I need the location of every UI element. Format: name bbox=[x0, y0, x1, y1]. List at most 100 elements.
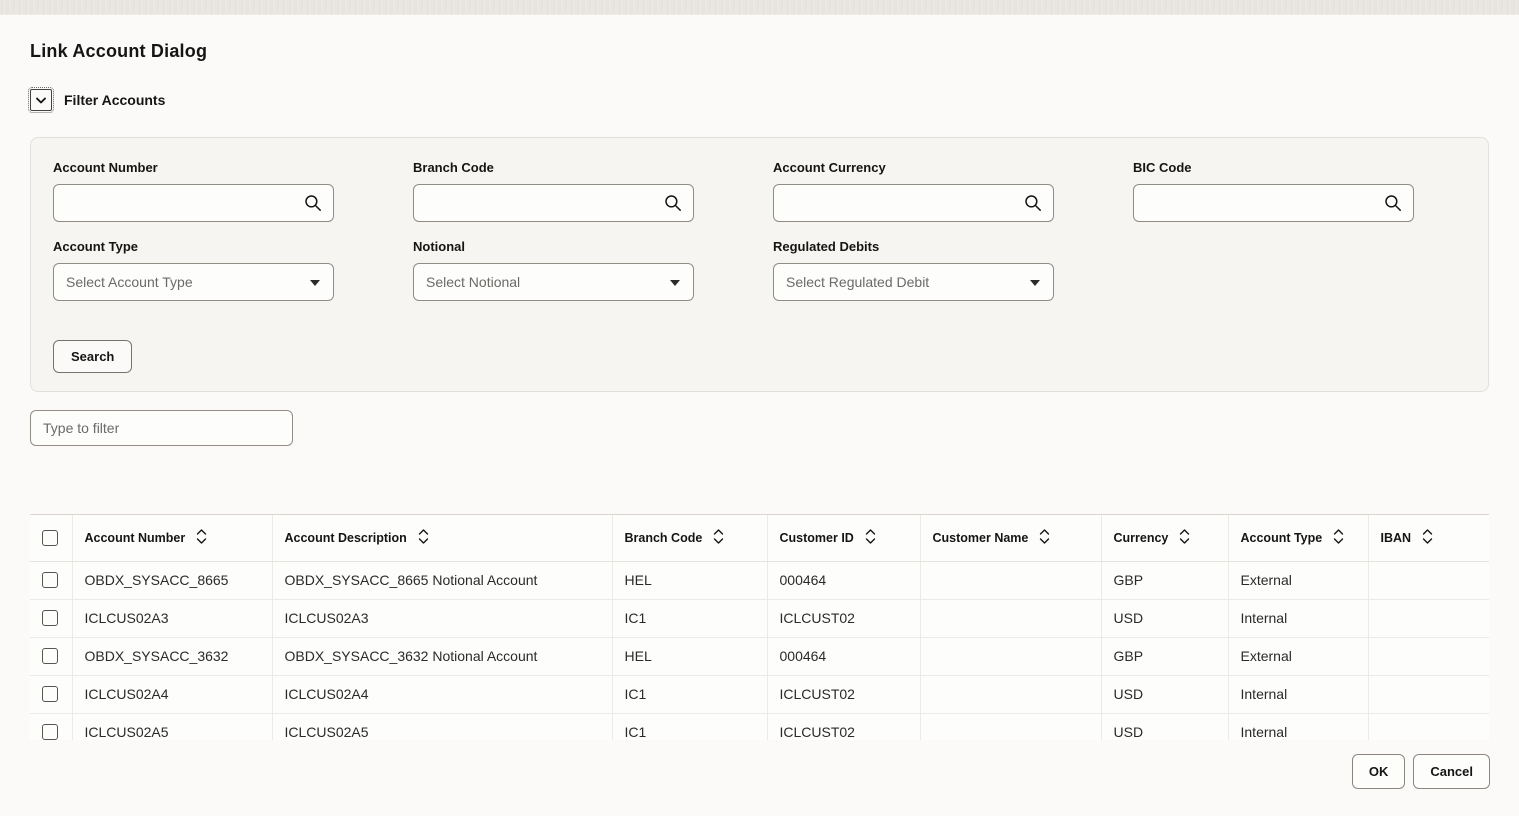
column-header-label: Branch Code bbox=[624, 530, 703, 545]
cell-iban bbox=[1368, 561, 1489, 600]
regulated-debits-label: Regulated Debits bbox=[773, 239, 880, 254]
caret-down-icon bbox=[670, 280, 680, 286]
regulated-debits-select[interactable]: Select Regulated Debit bbox=[773, 263, 1054, 301]
cell-account-number: OBDX_SYSACC_8665 bbox=[72, 561, 273, 600]
notional-select-value: Select Notional bbox=[426, 274, 521, 290]
bic-code-input[interactable] bbox=[1133, 184, 1414, 222]
cell-customer-name bbox=[920, 561, 1102, 600]
row-select-cell bbox=[30, 713, 73, 740]
row-select-cell bbox=[30, 599, 73, 638]
filter-section-label: Filter Accounts bbox=[64, 92, 166, 108]
cell-iban bbox=[1368, 713, 1489, 740]
cell-account-description: ICLCUS02A5 bbox=[272, 713, 613, 740]
column-header-customer-name[interactable]: Customer Name bbox=[920, 515, 1102, 562]
column-header-label: Account Number bbox=[84, 530, 186, 545]
filter-accounts-section-header: Filter Accounts bbox=[28, 87, 166, 113]
table-header-row: Account Number Account Description Branch … bbox=[30, 515, 1489, 562]
cancel-button[interactable]: Cancel bbox=[1413, 754, 1490, 789]
column-header-label: Account Type bbox=[1240, 530, 1323, 545]
cell-account-type: External bbox=[1228, 637, 1369, 676]
column-header-label: IBAN bbox=[1380, 530, 1412, 545]
table-row: OBDX_SYSACC_8665 OBDX_SYSACC_8665 Notiona… bbox=[30, 561, 1489, 600]
column-header-label: Customer ID bbox=[779, 530, 854, 545]
filter-row-1: Account Number Branch Code Account Curre… bbox=[53, 160, 1488, 222]
account-currency-field: Account Currency bbox=[773, 160, 1054, 222]
account-number-input[interactable] bbox=[53, 184, 334, 222]
cell-customer-name bbox=[920, 637, 1102, 676]
cell-account-type: External bbox=[1228, 561, 1369, 600]
sort-icon bbox=[418, 528, 429, 548]
cell-customer-name bbox=[920, 713, 1102, 740]
search-button[interactable]: Search bbox=[53, 340, 133, 373]
account-currency-input[interactable] bbox=[773, 184, 1054, 222]
cell-iban bbox=[1368, 675, 1489, 714]
cell-account-number: ICLCUS02A4 bbox=[72, 675, 273, 714]
cell-account-number: ICLCUS02A3 bbox=[72, 599, 273, 638]
column-header-currency[interactable]: Currency bbox=[1101, 515, 1229, 562]
cell-branch-code: IC1 bbox=[612, 713, 768, 740]
column-header-label: Customer Name bbox=[932, 530, 1029, 545]
select-all-header-cell bbox=[30, 515, 73, 562]
cell-customer-name bbox=[920, 675, 1102, 714]
notional-label: Notional bbox=[413, 239, 465, 254]
column-header-account-description[interactable]: Account Description bbox=[272, 515, 613, 562]
cell-account-description: OBDX_SYSACC_3632 Notional Account bbox=[272, 637, 613, 676]
cell-branch-code: HEL bbox=[612, 637, 768, 676]
table-row: ICLCUS02A4 ICLCUS02A4 IC1 ICLCUST02 USD Inter… bbox=[30, 675, 1489, 714]
cell-account-description: OBDX_SYSACC_8665 Notional Account bbox=[272, 561, 613, 600]
column-header-account-type[interactable]: Account Type bbox=[1228, 515, 1369, 562]
row-select-cell bbox=[30, 561, 73, 600]
regulated-debits-field: Regulated Debits Select Regulated Debit bbox=[773, 239, 1054, 301]
bic-code-label: BIC Code bbox=[1133, 160, 1192, 175]
branch-code-label: Branch Code bbox=[413, 160, 494, 175]
column-header-iban[interactable]: IBAN bbox=[1368, 515, 1489, 562]
cell-branch-code: HEL bbox=[612, 561, 768, 600]
chevron-down-icon bbox=[34, 94, 48, 107]
column-header-label: Currency bbox=[1113, 530, 1169, 545]
collapse-filter-button[interactable] bbox=[28, 87, 54, 113]
cell-currency: GBP bbox=[1101, 637, 1229, 676]
column-header-branch-code[interactable]: Branch Code bbox=[612, 515, 768, 562]
caret-down-icon bbox=[1030, 280, 1040, 286]
row-select-cell bbox=[30, 637, 73, 676]
cell-account-type: Internal bbox=[1228, 713, 1369, 740]
notional-select[interactable]: Select Notional bbox=[413, 263, 694, 301]
column-header-customer-id[interactable]: Customer ID bbox=[767, 515, 921, 562]
row-checkbox[interactable] bbox=[42, 572, 58, 588]
filter-panel: Account Number Branch Code Account Curre… bbox=[30, 137, 1489, 392]
row-checkbox[interactable] bbox=[42, 610, 58, 626]
select-all-checkbox[interactable] bbox=[42, 529, 58, 546]
row-checkbox[interactable] bbox=[42, 724, 58, 740]
branch-code-input[interactable] bbox=[413, 184, 694, 222]
cell-iban bbox=[1368, 599, 1489, 638]
cell-account-description: ICLCUS02A3 bbox=[272, 599, 613, 638]
sort-icon bbox=[1422, 528, 1433, 548]
sort-icon bbox=[1333, 528, 1344, 548]
cell-currency: GBP bbox=[1101, 561, 1229, 600]
cell-customer-id: ICLCUST02 bbox=[767, 599, 921, 638]
sort-icon bbox=[1039, 528, 1050, 548]
account-type-select[interactable]: Select Account Type bbox=[53, 263, 334, 301]
account-type-field: Account Type Select Account Type bbox=[53, 239, 334, 301]
cell-customer-id: ICLCUST02 bbox=[767, 713, 921, 740]
cell-customer-id: 000464 bbox=[767, 637, 921, 676]
cell-currency: USD bbox=[1101, 599, 1229, 638]
table-row: ICLCUS02A3 ICLCUS02A3 IC1 ICLCUST02 USD Inter… bbox=[30, 599, 1489, 638]
sort-icon bbox=[1179, 528, 1190, 548]
row-select-cell bbox=[30, 675, 73, 714]
column-header-account-number[interactable]: Account Number bbox=[72, 515, 273, 562]
cell-account-description: ICLCUS02A4 bbox=[272, 675, 613, 714]
row-checkbox[interactable] bbox=[42, 648, 58, 664]
type-to-filter-input[interactable] bbox=[30, 410, 293, 446]
ok-button[interactable]: OK bbox=[1351, 754, 1406, 789]
dialog-footer: OK Cancel bbox=[1351, 754, 1490, 789]
cell-account-type: Internal bbox=[1228, 675, 1369, 714]
cell-branch-code: IC1 bbox=[612, 599, 768, 638]
row-checkbox[interactable] bbox=[42, 686, 58, 702]
account-type-label: Account Type bbox=[53, 239, 138, 254]
cell-iban bbox=[1368, 637, 1489, 676]
account-number-label: Account Number bbox=[53, 160, 158, 175]
filter-row-2: Account Type Select Account Type Notiona… bbox=[53, 239, 1488, 301]
account-number-field: Account Number bbox=[53, 160, 334, 222]
branch-code-field: Branch Code bbox=[413, 160, 694, 222]
